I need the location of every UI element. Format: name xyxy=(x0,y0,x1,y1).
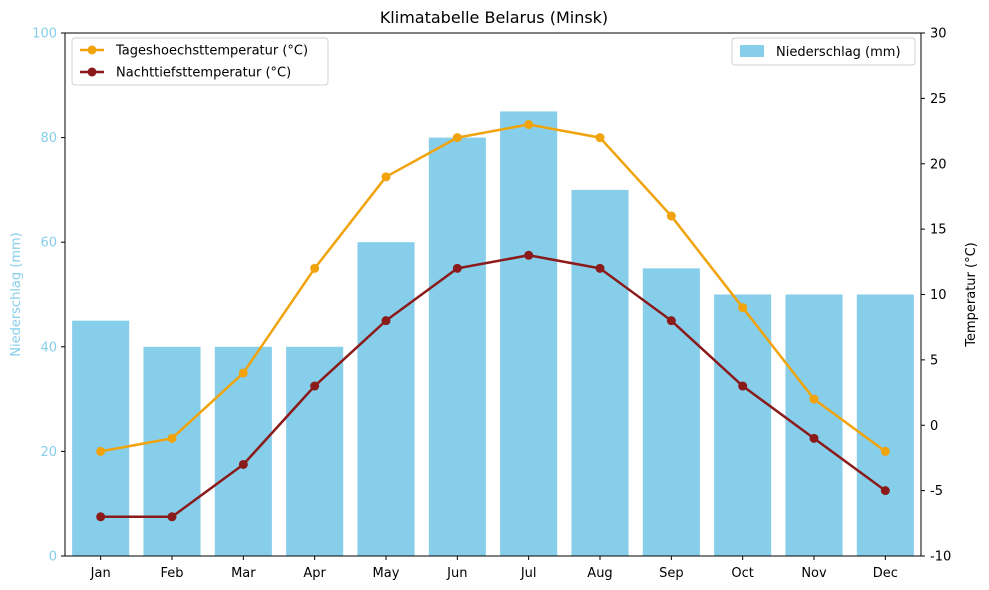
y-left-tick-label-20: 20 xyxy=(40,445,57,460)
y-right-tick-label-5: 5 xyxy=(930,353,938,368)
bar-apr xyxy=(286,346,344,556)
series-0-point-may xyxy=(381,172,391,182)
y-right-tick-label-30: 30 xyxy=(930,27,947,42)
x-tick-label-dec: Dec xyxy=(873,566,898,581)
y-right-tick-label-20: 20 xyxy=(930,157,947,172)
series-0-point-oct xyxy=(738,303,748,313)
y-right-tick-label-25: 25 xyxy=(930,92,947,107)
series-0-point-feb xyxy=(167,433,177,443)
x-tick-label-jun: Jun xyxy=(446,566,467,581)
legend-label-0: Tageshoechsttemperatur (°C) xyxy=(115,44,308,59)
bar-aug xyxy=(571,189,629,556)
series-1-point-sep xyxy=(666,316,676,326)
series-1-point-jan xyxy=(96,512,106,522)
series-0-point-apr xyxy=(310,263,320,273)
x-tick-label-feb: Feb xyxy=(160,566,183,581)
legend-marker-0 xyxy=(87,45,97,55)
y-right-tick-label-0: 0 xyxy=(930,419,938,434)
y-left-tick-label-0: 0 xyxy=(49,550,57,565)
legend-bar-swatch xyxy=(740,45,764,57)
series-1-point-oct xyxy=(738,381,748,391)
y-axis-right-label: Temperatur (°C) xyxy=(964,242,979,348)
y-right-tick-label-10: 10 xyxy=(930,288,947,303)
precipitation-bars xyxy=(72,111,914,556)
series-0-point-jun xyxy=(452,133,462,143)
series-1-point-jun xyxy=(452,263,462,273)
series-1-point-jul xyxy=(524,250,534,260)
bar-feb xyxy=(143,346,201,556)
bar-dec xyxy=(856,294,914,556)
bar-sep xyxy=(642,268,700,556)
y-right-tick-label--10: -10 xyxy=(930,550,951,565)
x-tick-label-nov: Nov xyxy=(801,566,827,581)
y-axis-right: -10 -5 0 5 10 15 20 25 30 xyxy=(921,27,951,565)
y-right-tick-label-15: 15 xyxy=(930,223,947,238)
legend-precipitation: Niederschlag (mm) xyxy=(731,37,916,66)
bar-jun xyxy=(428,137,486,556)
series-line-1 xyxy=(100,254,887,519)
legend-bar-label: Niederschlag (mm) xyxy=(776,45,901,60)
x-tick-label-may: May xyxy=(373,566,400,581)
temperature-lines xyxy=(96,120,890,522)
y-left-tick-label-60: 60 xyxy=(40,236,57,251)
series-line-0 xyxy=(100,123,887,453)
chart-title: Klimatabelle Belarus (Minsk) xyxy=(380,8,608,27)
legend-marker-1 xyxy=(87,67,97,77)
legend-temperature-box xyxy=(71,37,329,86)
y-left-tick-label-100: 100 xyxy=(32,27,57,42)
series-1-point-may xyxy=(381,316,391,326)
x-tick-label-aug: Aug xyxy=(587,566,612,581)
series-0-point-jul xyxy=(524,120,534,130)
legend-temperature: Tageshoechsttemperatur (°C) Nachttiefstte… xyxy=(71,37,329,86)
series-0-point-jan xyxy=(96,446,106,456)
bar-jul xyxy=(500,111,558,556)
x-tick-label-jul: Jul xyxy=(520,566,537,581)
x-tick-label-jan: Jan xyxy=(90,566,111,581)
series-0-point-mar xyxy=(238,368,248,378)
series-0-point-dec xyxy=(880,446,890,456)
bar-mar xyxy=(214,346,272,556)
y-left-tick-label-80: 80 xyxy=(40,131,57,146)
legend-label-1: Nachttiefsttemperatur (°C) xyxy=(116,66,291,81)
x-tick-label-apr: Apr xyxy=(303,566,326,581)
series-0-point-nov xyxy=(809,394,819,404)
x-tick-label-sep: Sep xyxy=(659,566,684,581)
y-right-tick-label--5: -5 xyxy=(930,484,943,499)
x-tick-label-mar: Mar xyxy=(231,566,256,581)
legend-precipitation-box xyxy=(731,37,916,66)
series-1-point-apr xyxy=(310,381,320,391)
y-axis-left-label: Niederschlag (mm) xyxy=(9,232,24,357)
x-axis: Jan Feb Mar Apr May Jun Jul Aug Sep Oct Nov Dec xyxy=(90,556,898,581)
series-0-point-aug xyxy=(595,133,605,143)
series-1-point-feb xyxy=(167,512,177,522)
series-0-point-sep xyxy=(666,211,676,221)
y-axis-left: 0 20 40 60 80 100 xyxy=(32,27,65,565)
series-1-point-nov xyxy=(809,433,819,443)
bar-oct xyxy=(714,294,772,556)
x-tick-label-oct: Oct xyxy=(731,566,753,581)
bar-may xyxy=(357,242,415,556)
series-1-point-dec xyxy=(880,486,890,496)
y-left-tick-label-40: 40 xyxy=(40,340,57,355)
series-1-point-mar xyxy=(238,459,248,469)
series-1-point-aug xyxy=(595,263,605,273)
bar-nov xyxy=(785,294,843,556)
